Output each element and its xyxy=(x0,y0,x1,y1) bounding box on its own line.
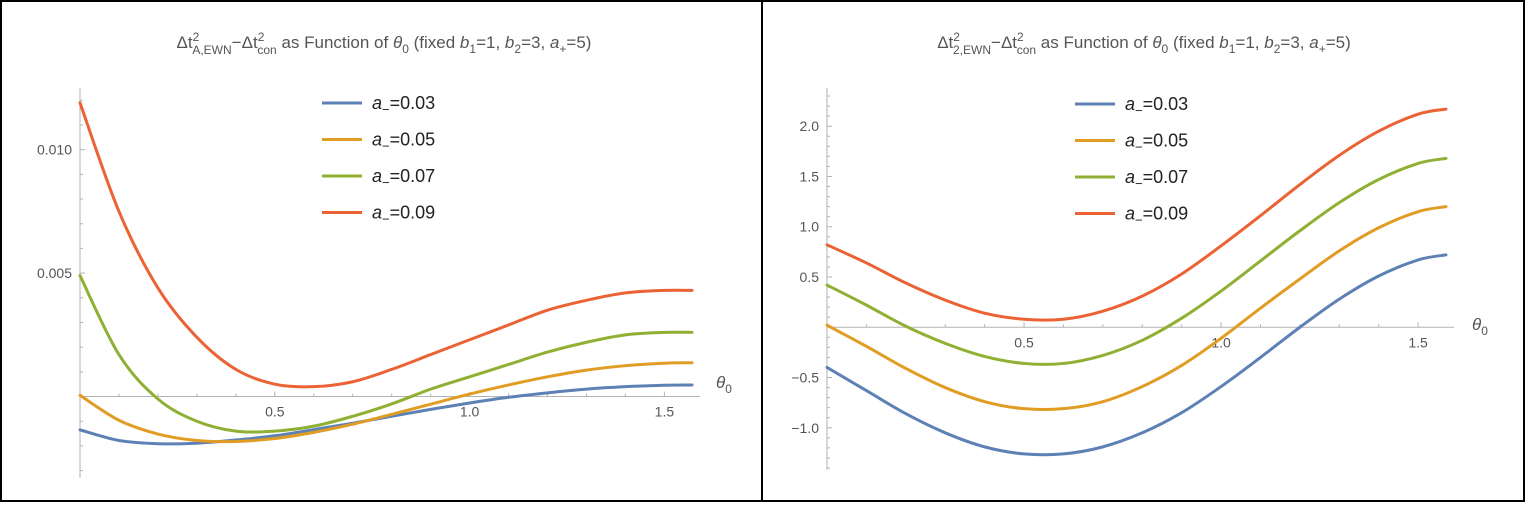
y-tick-label: −0.5 xyxy=(791,370,819,386)
y-tick-label: −1.0 xyxy=(791,420,819,436)
panel-2-border xyxy=(761,0,1525,502)
chart-2: Δt2 2,EWN−Δt2 con as Function of θ0 (fixed… xyxy=(791,30,1488,470)
chart-1-legend: a−=0.03 a−=0.05 a−=0.07 a−=0.09 xyxy=(322,93,435,227)
y-tick-label: 0.005 xyxy=(37,265,72,281)
y-tick-label: 1.5 xyxy=(800,168,820,184)
y-tick-label: 0.5 xyxy=(800,269,820,285)
chart-2-ticks: 0.5 1.0 1.5 −1.0 −0.5 0.5 1.0 1.5 2.0 xyxy=(791,95,1428,469)
series-line-0-05 xyxy=(825,205,1448,412)
chart-1-lines xyxy=(78,101,694,446)
series-line-0-03 xyxy=(78,383,694,446)
x-tick-label: 1.0 xyxy=(460,404,480,420)
chart-1-ticks: 0.5 1.0 1.5 0.005 0.010 xyxy=(37,99,675,472)
legend-label: a−=0.07 xyxy=(372,166,435,190)
legend-label: a−=0.05 xyxy=(372,130,435,154)
chart-2-legend: a−=0.03 a−=0.05 a−=0.07 a−=0.09 xyxy=(1075,94,1188,228)
series-line-0-07 xyxy=(78,274,694,434)
x-tick-label: 0.5 xyxy=(1014,334,1034,350)
chart-2-axes xyxy=(826,88,1454,470)
series-line-0-03 xyxy=(825,253,1448,457)
legend-label: a−=0.05 xyxy=(1125,131,1188,155)
x-tick-label: 1.5 xyxy=(655,404,675,420)
series-line-0-09 xyxy=(78,101,694,389)
chart-1-title: Δt2 A,EWN−Δt2 con as Function of θ0 (fixed… xyxy=(177,30,592,57)
y-tick-label: 0.010 xyxy=(37,142,72,158)
x-tick-label: 1.0 xyxy=(1211,334,1231,350)
legend-label: a−=0.03 xyxy=(372,93,435,117)
legend-label: a−=0.09 xyxy=(1125,204,1188,228)
legend-label: a−=0.03 xyxy=(1125,94,1188,118)
chart-2-lines xyxy=(825,107,1448,457)
series-line-0-05 xyxy=(78,361,694,444)
panel-1-border xyxy=(0,0,763,502)
series-line-0-07 xyxy=(825,156,1448,366)
chart-1-x-axis-title: θ0 xyxy=(716,373,732,396)
y-tick-label: 1.0 xyxy=(800,219,820,235)
chart-2-title: Δt2 2,EWN−Δt2 con as Function of θ0 (fixed… xyxy=(937,30,1351,57)
y-tick-label: 2.0 xyxy=(800,118,820,134)
series-line-0-09 xyxy=(825,107,1448,322)
x-tick-label: 1.5 xyxy=(1408,334,1428,350)
x-tick-label: 0.5 xyxy=(265,404,285,420)
legend-label: a−=0.09 xyxy=(372,203,435,227)
legend-label: a−=0.07 xyxy=(1125,167,1188,191)
chart-2-x-axis-title: θ0 xyxy=(1472,315,1488,338)
chart-1-axes xyxy=(79,88,700,478)
chart-1: Δt2 A,EWN−Δt2 con as Function of θ0 (fixed… xyxy=(37,30,732,478)
